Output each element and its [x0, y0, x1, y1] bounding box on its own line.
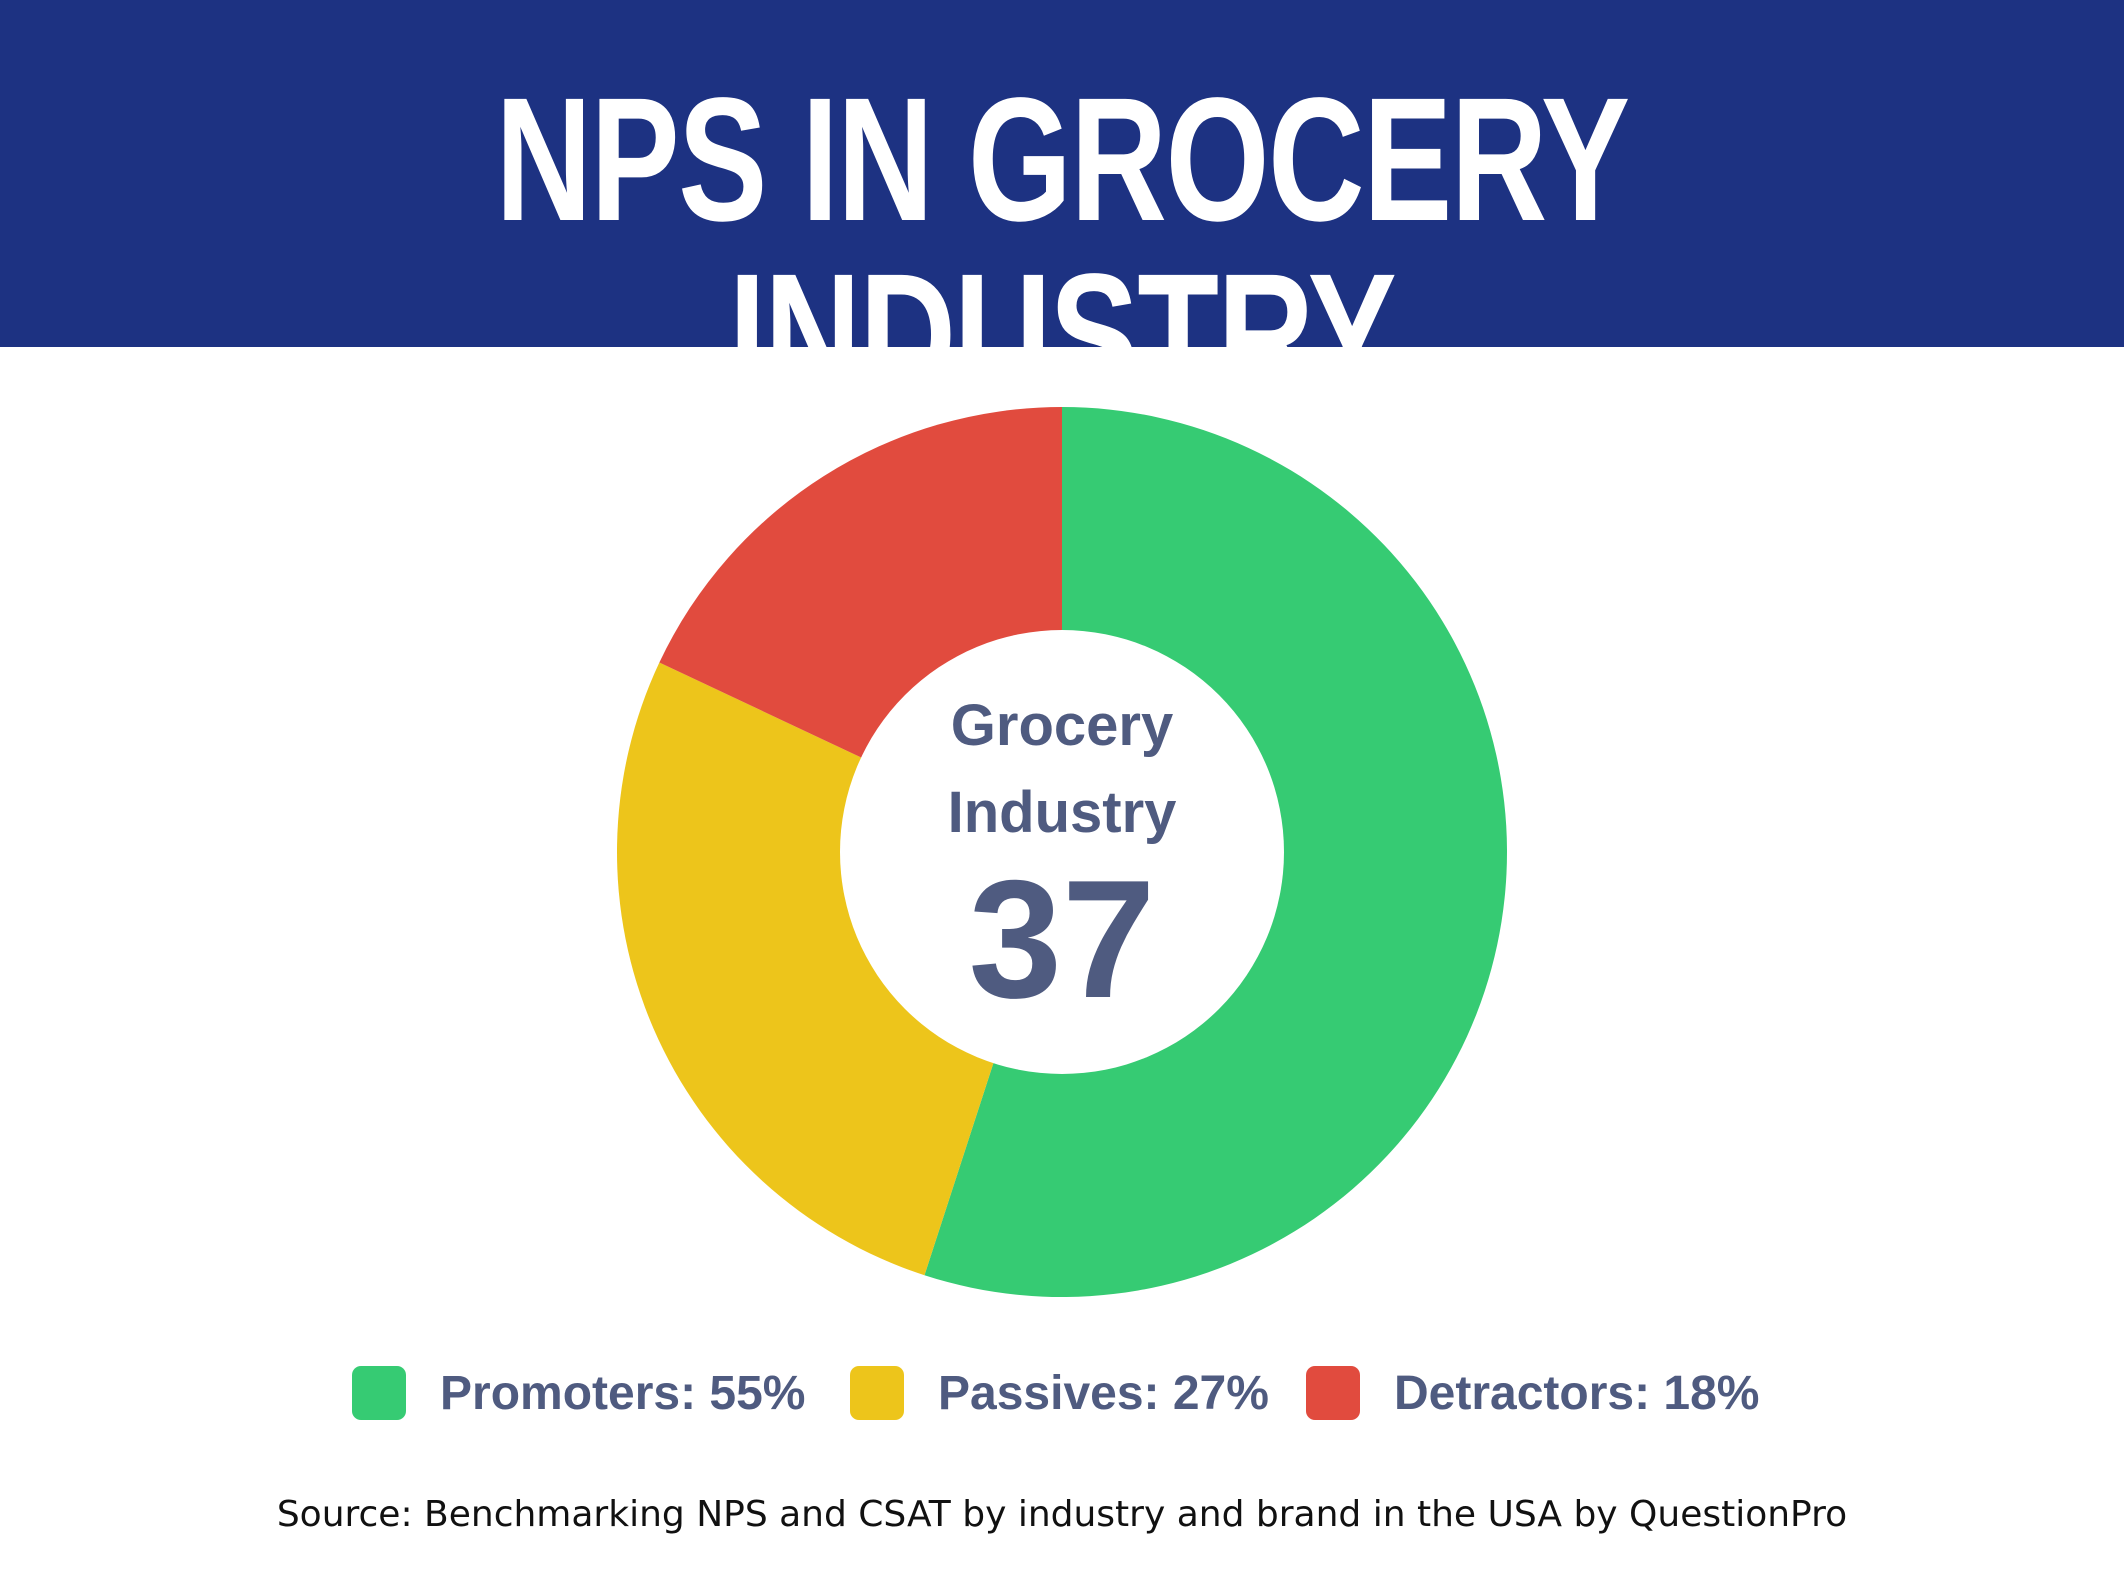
- donut-hole: [840, 630, 1284, 1074]
- center-label-line1: Grocery: [951, 693, 1173, 758]
- legend-label-passives: Passives: 27%: [938, 1367, 1269, 1420]
- header-banner: NPS IN GROCERY INDUSTRY: [0, 0, 2124, 424]
- legend-label-detractors: Detractors: 18%: [1394, 1367, 1760, 1420]
- legend-swatch-promoters: [352, 1366, 406, 1420]
- page-title: NPS IN GROCERY INDUSTRY: [495, 62, 1630, 434]
- legend: Promoters: 55% Passives: 27% Detractors:…: [0, 1360, 2124, 1430]
- legend-swatch-detractors: [1306, 1366, 1360, 1420]
- legend-label-promoters: Promoters: 55%: [440, 1367, 806, 1420]
- legend-swatch-passives: [850, 1366, 904, 1420]
- source-note: Source: Benchmarking NPS and CSAT by ind…: [276, 1494, 1848, 1535]
- center-nps-value: 37: [969, 845, 1156, 1033]
- center-label-line2: Industry: [948, 780, 1177, 845]
